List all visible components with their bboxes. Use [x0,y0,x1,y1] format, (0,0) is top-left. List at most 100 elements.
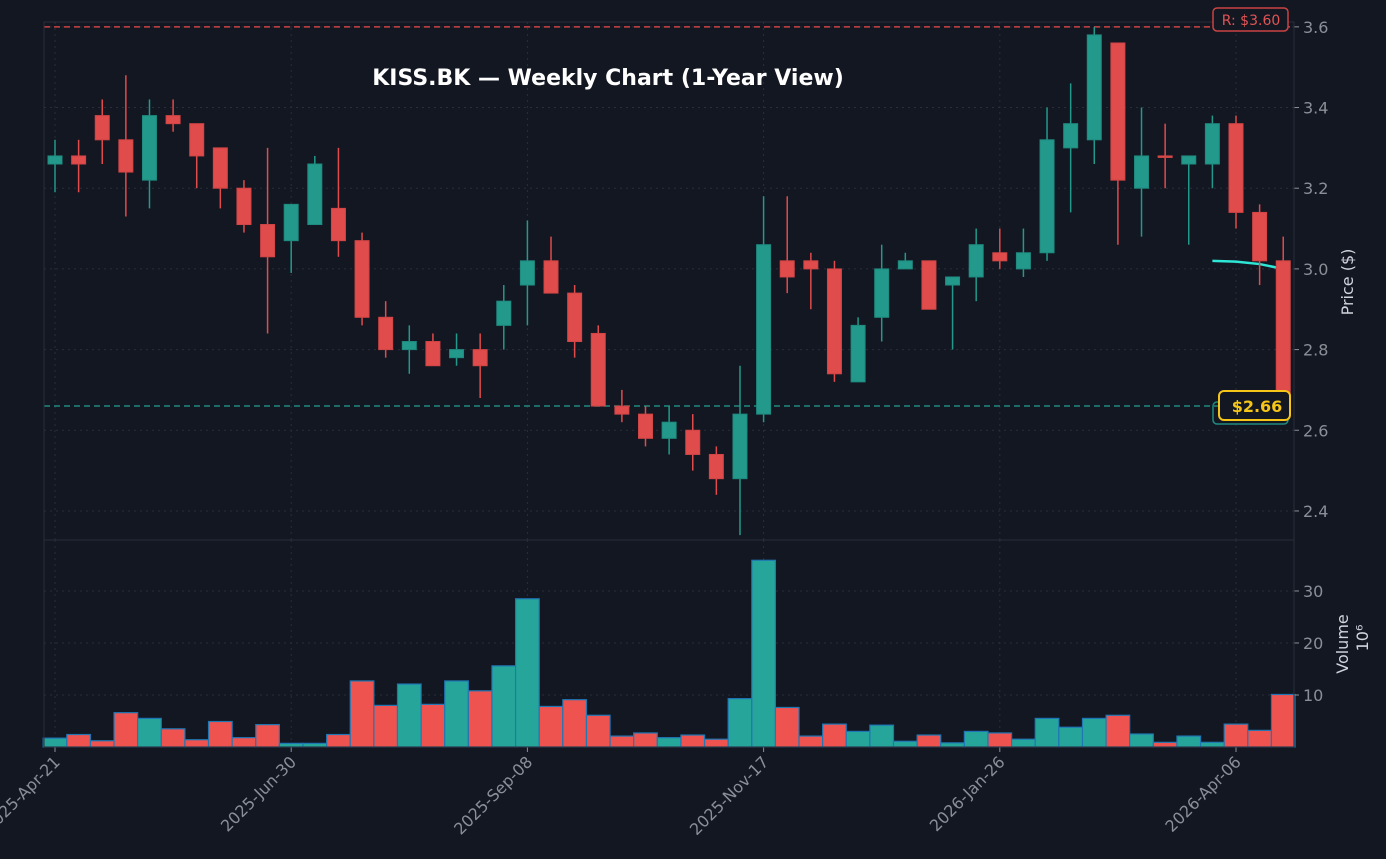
candle-body [449,349,465,359]
candle-body [874,268,890,318]
volume-bar [396,683,422,748]
candle-body [1157,155,1173,158]
volume-bar [42,737,68,748]
volume-panel-frame [43,539,1295,748]
price-tick-label: 3.0 [1303,260,1328,279]
volume-bar [845,730,871,748]
volume-bar [1270,693,1296,748]
volume-bar [703,738,729,748]
price-tick-label: 2.8 [1303,341,1328,360]
volume-bar [113,712,139,748]
volume-bar [892,740,918,748]
volume-bar [137,717,162,748]
candle-body [212,147,228,189]
price-tick-label: 3.4 [1303,99,1328,118]
candle-body [425,341,441,367]
volume-bar [798,735,824,748]
volume-bar [751,559,777,748]
candle-body [638,413,653,439]
candle-body [118,139,134,173]
volume-bar [514,598,540,748]
volume-bar [585,714,611,748]
volume-bar [326,733,351,748]
candle-body [968,244,984,278]
volume-bars [42,559,1296,748]
volume-bar [1081,717,1107,748]
candle-body [826,268,842,375]
volume-bar [302,742,328,748]
candle-body [94,115,110,141]
volume-bar [680,734,706,748]
candles [47,26,1291,536]
volume-bar [66,733,92,748]
candle-body [1181,155,1197,165]
candle-body [354,240,370,318]
candle-body [1039,139,1055,254]
candle-body [614,405,630,415]
candle-body [1015,252,1031,270]
candle-body [779,260,795,278]
last-price-tag: $2.66 [1212,390,1291,425]
moving-average-line [1212,259,1284,271]
volume-bar [1223,723,1249,748]
volume-bar [491,665,517,748]
candle-body [141,115,157,181]
candle-body [590,332,606,407]
volume-bar [467,690,493,748]
volume-bar [1105,714,1131,748]
volume-bar [255,724,280,748]
volume-bar [373,704,399,748]
chart-title: KISS.BK — Weekly Chart (1-Year View) [372,66,844,91]
candle-body [1063,123,1079,149]
volume-bar [916,734,942,748]
volume-bar [420,703,446,748]
candle-body [330,207,346,242]
volume-bar [1011,738,1036,748]
candle-body [1086,34,1102,141]
volume-tick-label: 30 [1303,582,1323,601]
candle-body [945,276,961,286]
candle-body [708,453,724,480]
candle-body [189,123,205,157]
volume-bar [822,723,847,748]
candle-body [543,260,559,294]
candle-body [260,224,276,258]
candle-body [921,260,937,310]
volume-bar [349,680,375,748]
volume-bar [987,732,1013,748]
price-axis-label: Price ($) [1338,249,1357,316]
candle-body [519,260,535,286]
candle-body [803,260,819,270]
candle-body [1252,211,1268,262]
candle-body [850,324,866,383]
volume-bar [1129,733,1154,748]
volume-bar [231,737,257,748]
volume-bar [1247,729,1273,748]
candle-body [567,292,583,343]
candle-body [71,155,87,165]
volume-bar [278,742,304,748]
volume-bar [538,705,564,748]
candle-body [1275,260,1291,407]
volume-unit-label: 10⁶ [1353,625,1372,652]
candle-body [1204,123,1220,165]
volume-bar [774,706,800,748]
volume-bar [1152,741,1178,748]
volume-bar [184,739,210,748]
candle-body [378,316,394,351]
price-tick-label: 2.4 [1303,502,1328,521]
svg-text:R: $3.60: R: $3.60 [1222,13,1281,29]
svg-text:$2.66: $2.66 [1232,397,1283,416]
candle-body [472,349,488,367]
candle-body [496,300,512,326]
volume-bar [940,742,965,748]
candle-body [165,115,181,125]
volume-bar [160,728,186,748]
volume-bar [633,732,658,748]
candle-body [1134,155,1150,189]
volume-tick-label: 10 [1303,686,1323,705]
price-tick-label: 3.2 [1303,179,1328,198]
candle-body [47,155,63,165]
volume-bar [562,699,588,748]
